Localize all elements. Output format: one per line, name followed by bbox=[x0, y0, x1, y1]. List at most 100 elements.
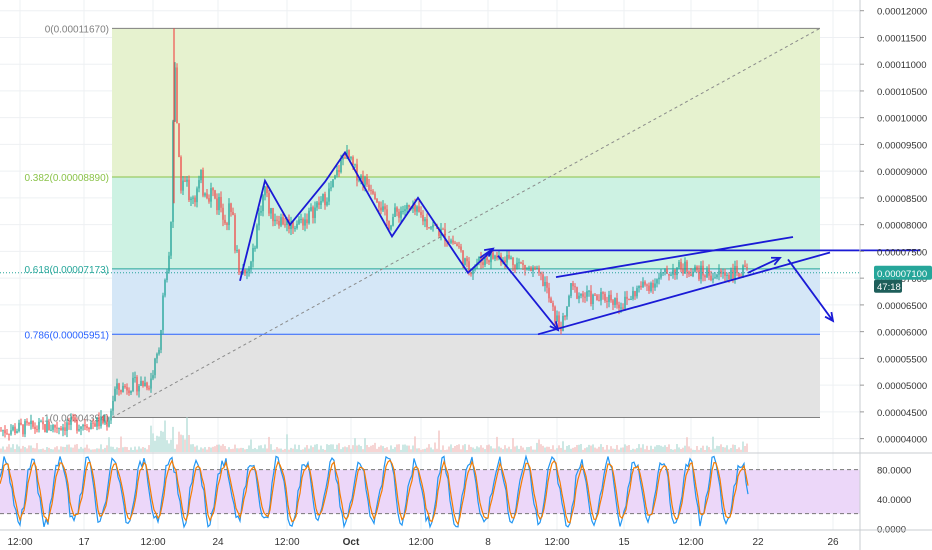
candle-body bbox=[538, 267, 540, 273]
arrow-down-2[interactable] bbox=[787, 258, 834, 322]
time-axis[interactable]: 12:00 17 12:00 24 12:00 Oct 12:00 8 12:00 15 12:00… bbox=[0, 529, 932, 548]
volume-bar bbox=[0, 448, 2, 452]
candle-body bbox=[700, 265, 702, 280]
volume-bar bbox=[24, 447, 26, 452]
volume-bar bbox=[194, 446, 196, 452]
volume-bar bbox=[588, 444, 590, 452]
candle-body bbox=[94, 423, 96, 427]
volume-bar bbox=[476, 446, 478, 452]
candle-body bbox=[670, 274, 672, 276]
candle-body bbox=[484, 257, 486, 265]
candle-body bbox=[378, 202, 380, 208]
zigzag-drawing[interactable] bbox=[239, 150, 493, 282]
volume-bar bbox=[214, 446, 216, 452]
price-tick-label: 0.00007500 bbox=[877, 247, 927, 258]
volume-bar bbox=[280, 448, 282, 452]
volume-bar bbox=[514, 446, 516, 452]
candle-body bbox=[110, 410, 112, 421]
candle-body bbox=[622, 307, 624, 309]
candle-body bbox=[364, 177, 366, 186]
candle-body bbox=[58, 428, 60, 430]
candle-body bbox=[216, 198, 218, 211]
candle-body bbox=[710, 275, 712, 281]
volume-bar bbox=[538, 439, 540, 452]
volume-bar bbox=[604, 449, 606, 452]
volume-bar bbox=[190, 444, 192, 452]
volume-bar bbox=[258, 445, 260, 452]
volume-bar bbox=[494, 448, 496, 452]
volume-bar bbox=[570, 448, 572, 452]
volume-bar bbox=[204, 447, 206, 452]
volume-bar bbox=[228, 447, 230, 452]
volume-bar bbox=[270, 444, 272, 452]
price-tick-label: 0.00009000 bbox=[877, 167, 927, 178]
pattern-drawings[interactable] bbox=[239, 150, 920, 336]
candle-body bbox=[612, 300, 614, 305]
volume-bar bbox=[216, 444, 218, 452]
candle-body bbox=[546, 281, 548, 288]
candle-body bbox=[724, 272, 726, 276]
volume-bar bbox=[378, 446, 380, 452]
volume-bar bbox=[170, 439, 172, 452]
candle-body bbox=[616, 297, 618, 305]
candle-body bbox=[10, 430, 12, 435]
volume-bar bbox=[406, 445, 408, 452]
candle-body bbox=[680, 262, 682, 270]
candle-body bbox=[472, 269, 474, 275]
volume-bar bbox=[708, 447, 710, 452]
candle-body bbox=[608, 294, 610, 302]
candle-body bbox=[308, 210, 310, 224]
volume-bar bbox=[562, 441, 564, 452]
candle-body bbox=[292, 221, 294, 229]
volume-bar bbox=[462, 445, 464, 452]
current-price-badge bbox=[874, 265, 932, 280]
candle-body bbox=[210, 188, 212, 202]
candle-body bbox=[552, 303, 554, 307]
candle-body bbox=[414, 204, 416, 212]
candle-body bbox=[100, 416, 102, 427]
candle-body bbox=[426, 219, 428, 228]
wedge-upper[interactable] bbox=[555, 236, 794, 278]
candle-body bbox=[388, 221, 390, 230]
candle-body bbox=[714, 277, 716, 279]
candle-body bbox=[694, 266, 696, 272]
volume-bar bbox=[350, 448, 352, 452]
wedge-lower[interactable] bbox=[537, 251, 831, 336]
candle-body bbox=[394, 207, 396, 218]
volume-bar bbox=[220, 445, 222, 452]
volume-bar bbox=[424, 448, 426, 452]
stoch-tick-label: 40.0000 bbox=[877, 495, 911, 506]
candle-body bbox=[302, 219, 304, 226]
volume-bar bbox=[576, 444, 578, 452]
candle-body bbox=[82, 425, 84, 427]
arrow-up-1[interactable] bbox=[479, 247, 494, 259]
volume-bar bbox=[620, 447, 622, 452]
candle-body bbox=[630, 298, 632, 300]
volume-bar bbox=[356, 445, 358, 452]
candle-body bbox=[420, 211, 422, 215]
volume-bar bbox=[610, 446, 612, 452]
candle-body bbox=[614, 297, 616, 305]
volume-bar bbox=[8, 444, 10, 452]
volume-bars bbox=[0, 417, 748, 452]
candle-body bbox=[624, 296, 626, 309]
time-tick-label: 12:00 bbox=[7, 537, 32, 548]
volume-bar bbox=[192, 444, 194, 452]
stoch-tick-label: 80.0000 bbox=[877, 466, 911, 477]
volume-bar bbox=[136, 449, 138, 452]
volume-bar bbox=[520, 445, 522, 452]
candle-body bbox=[432, 224, 434, 228]
arrow-up-2[interactable] bbox=[747, 257, 781, 274]
candle-body bbox=[596, 295, 598, 301]
candle-body bbox=[712, 278, 714, 281]
candle-body bbox=[466, 258, 468, 262]
volume-bar bbox=[410, 449, 412, 452]
volume-bar bbox=[362, 449, 364, 452]
candle-body bbox=[690, 274, 692, 277]
candle-body bbox=[16, 431, 18, 434]
arrow-down-1[interactable] bbox=[497, 255, 559, 331]
candle-body bbox=[84, 425, 86, 427]
volume-bar bbox=[144, 447, 146, 452]
volume-bar bbox=[2, 446, 4, 452]
